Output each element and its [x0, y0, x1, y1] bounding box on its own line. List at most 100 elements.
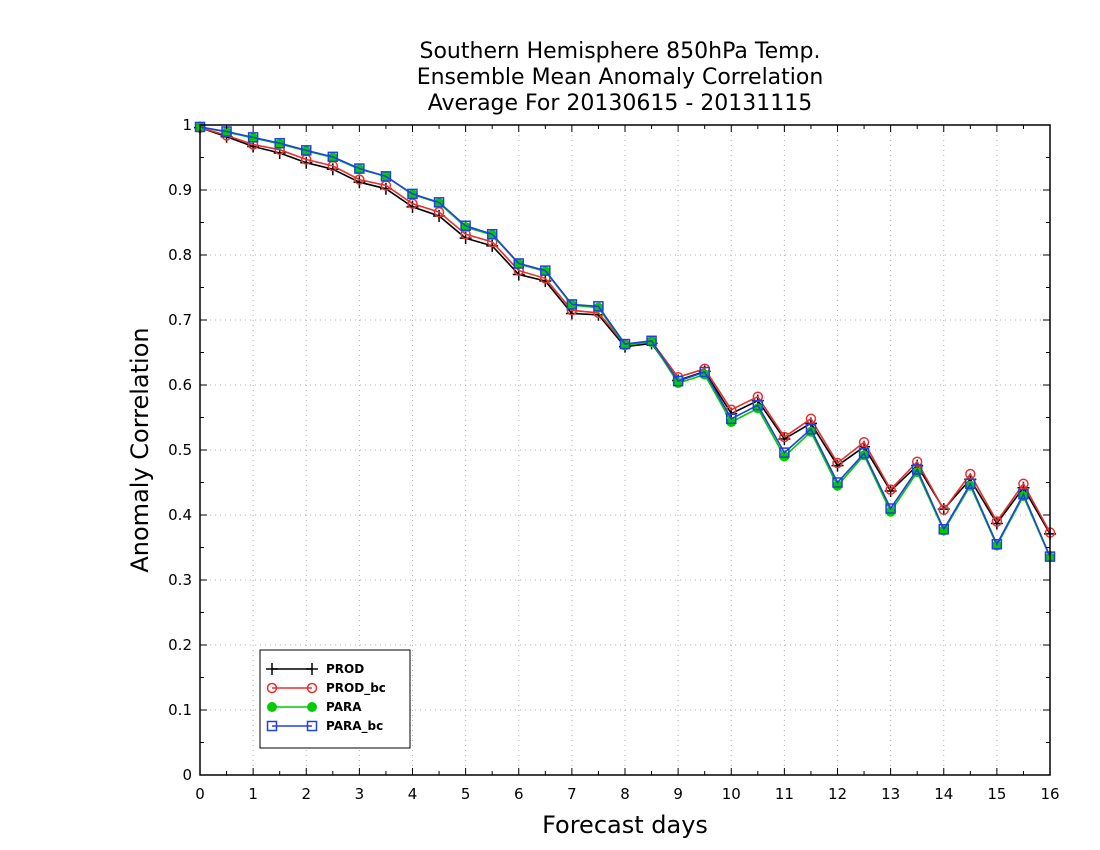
legend-marker-para [307, 702, 317, 712]
data-point-prod-bc [991, 516, 1003, 527]
data-point-para-bc [247, 132, 259, 143]
title-line-1: Southern Hemisphere 850hPa Temp. [420, 39, 821, 64]
data-point-prod-bc [779, 431, 790, 443]
legend-marker-prod [266, 663, 278, 675]
data-point-para-bc [301, 145, 312, 156]
series-para-bc [194, 121, 1056, 562]
legend-box [259, 649, 411, 749]
x-tick-label: 9 [673, 785, 683, 803]
grid-lines [200, 125, 1050, 775]
y-tick-label: 0.6 [168, 376, 192, 394]
legend-entry-prod-bc: PROD_bc [266, 681, 386, 696]
data-point-para-bc [540, 265, 551, 276]
data-point-para-bc [407, 188, 418, 200]
data-point-para-bc [327, 151, 339, 163]
legend: PROD PROD_bc PARA PARA_bc [259, 649, 411, 749]
y-tick-label: 0.2 [168, 636, 192, 654]
axis-ticks [199, 124, 1051, 776]
data-point-prod-bc [1018, 478, 1029, 490]
x-tick-label: 12 [828, 785, 847, 803]
legend-entry-prod: PROD [266, 662, 364, 676]
data-point-prod-bc [354, 174, 365, 185]
x-tick-label: 10 [722, 785, 741, 803]
x-tick-label: 16 [1040, 785, 1059, 803]
x-tick-label: 15 [987, 785, 1006, 803]
data-point-prod-bc [911, 456, 923, 467]
legend-label-para-bc: PARA_bc [326, 719, 383, 734]
data-point-para-bc [885, 503, 896, 514]
data-point-para-bc [619, 338, 631, 350]
data-point-prod-bc [805, 413, 817, 425]
data-point-para-bc [566, 299, 578, 310]
data-point-prod-bc [885, 484, 896, 495]
x-tick-label: 4 [408, 785, 418, 803]
series-layer [194, 121, 1056, 563]
x-tick-label: 0 [195, 785, 205, 803]
data-point-para-bc [699, 366, 710, 378]
legend-label-prod-bc: PROD_bc [326, 681, 386, 696]
data-point-para-bc [1018, 488, 1029, 500]
data-point-para-bc [486, 228, 498, 240]
y-tick-labels: 0 0.1 0.2 0.3 0.4 0.5 0.6 0.7 0.8 0.9 1 [168, 116, 192, 784]
x-tick-labels: 0 1 2 3 4 5 6 7 8 9 10 11 12 13 14 15 16 [195, 785, 1059, 803]
data-point-para-bc [646, 335, 657, 347]
y-tick-label: 0.1 [168, 701, 192, 719]
x-tick-label: 8 [620, 785, 630, 803]
legend-marker-para-bc [266, 720, 278, 732]
x-tick-label: 2 [301, 785, 311, 803]
data-point-para-bc [354, 163, 365, 174]
data-point-para-bc [513, 258, 524, 269]
legend-label-para: PARA [326, 700, 362, 714]
legend-marker-para-bc [306, 720, 318, 732]
data-point-para-bc [726, 413, 737, 425]
data-point-para-bc [911, 464, 923, 475]
data-point-para-bc [433, 197, 445, 208]
title-line-3: Average For 20130615 - 20131115 [428, 91, 813, 116]
legend-entry-para: PARA [267, 700, 362, 714]
data-point-para-bc [805, 423, 817, 435]
x-axis-label: Forecast days [542, 811, 708, 839]
x-tick-label: 6 [514, 785, 524, 803]
y-tick-label: 0.9 [168, 181, 192, 199]
data-point-prod-bc [832, 457, 843, 469]
x-tick-label: 11 [775, 785, 794, 803]
legend-marker-prod [306, 663, 318, 675]
data-point-prod-bc [938, 504, 949, 516]
data-point-para-bc [752, 399, 764, 411]
x-tick-label: 1 [248, 785, 258, 803]
data-point-para-bc [779, 447, 790, 458]
series-line-para-bc [199, 126, 1051, 557]
data-point-para-bc [965, 478, 976, 490]
data-point-para-bc [672, 375, 684, 387]
y-tick-label: 0.8 [168, 246, 192, 264]
y-tick-label: 1 [182, 116, 192, 134]
legend-marker-para [267, 702, 277, 712]
data-point-para-bc [991, 539, 1003, 550]
y-axis-label: Anomaly Correlation [126, 327, 154, 572]
x-tick-label: 7 [567, 785, 577, 803]
y-tick-label: 0.7 [168, 311, 192, 329]
data-point-para-bc [380, 171, 392, 182]
data-point-para-bc [274, 137, 285, 149]
y-tick-label: 0 [182, 766, 192, 784]
legend-marker-prod-bc [306, 682, 318, 694]
chart-title: Southern Hemisphere 850hPa Temp. Ensembl… [417, 39, 824, 116]
data-point-para-bc [938, 524, 949, 535]
x-tick-label: 3 [355, 785, 365, 803]
data-point-para-bc [858, 448, 870, 459]
y-tick-label: 0.5 [168, 441, 192, 459]
legend-label-prod: PROD [326, 662, 364, 676]
x-tick-label: 13 [881, 785, 900, 803]
y-tick-label: 0.4 [168, 506, 192, 524]
data-point-para-bc [832, 477, 843, 488]
legend-entry-para-bc: PARA_bc [266, 719, 383, 734]
x-tick-label: 14 [934, 785, 953, 803]
x-tick-label: 5 [461, 785, 471, 803]
title-line-2: Ensemble Mean Anomaly Correlation [417, 65, 824, 90]
y-tick-label: 0.3 [168, 571, 192, 589]
data-point-para-bc [593, 301, 604, 312]
data-point-para-bc [460, 220, 471, 231]
legend-marker-prod-bc [266, 682, 278, 694]
data-point-prod-bc [858, 436, 870, 448]
